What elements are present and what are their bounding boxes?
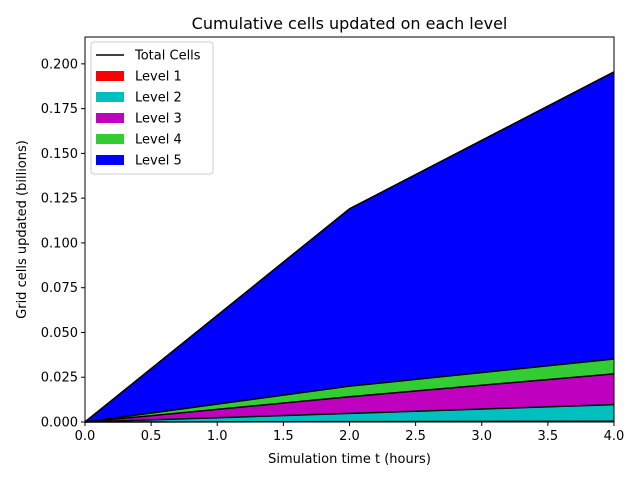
y-tick-label: 0.050 — [41, 326, 78, 341]
legend-entry: Level 3 — [96, 112, 182, 127]
legend-label: Total Cells — [134, 49, 201, 64]
x-tick-label: 1.0 — [207, 429, 228, 444]
y-tick-label: 0.150 — [41, 147, 78, 162]
legend-color-swatch — [96, 113, 124, 123]
x-tick-label: 1.5 — [273, 429, 294, 444]
legend-label: Level 4 — [135, 133, 182, 148]
legend-color-swatch — [96, 92, 124, 102]
y-tick-label: 0.100 — [41, 236, 78, 251]
y-tick-label: 0.075 — [41, 281, 78, 296]
legend-entry: Level 2 — [96, 91, 182, 106]
legend-color-swatch — [96, 71, 124, 81]
legend-color-swatch — [96, 155, 124, 165]
chart-title: Cumulative cells updated on each level — [192, 14, 508, 33]
y-ticks: 0.000 0.025 0.050 0.075 0.100 0.125 0.150 0.175… — [41, 57, 85, 431]
total-cells-line — [84, 71, 615, 423]
legend-entry: Total Cells — [96, 49, 201, 64]
x-tick-label: 4.0 — [604, 429, 625, 444]
y-axis-label: Grid cells updated (billions) — [15, 140, 30, 319]
boundary-line-level-3 — [84, 373, 615, 423]
legend-color-swatch — [96, 134, 124, 144]
legend-entry: Level 5 — [96, 154, 182, 169]
area-level-5 — [85, 71, 614, 422]
legend-label: Level 5 — [135, 154, 182, 169]
legend: Total Cells Level 1 Level 2 Level 3 Level 4 L… — [90, 41, 214, 175]
area-level-4 — [85, 358, 614, 422]
x-axis-label: Simulation time t (hours) — [268, 452, 431, 467]
x-tick-label: 0.5 — [141, 429, 162, 444]
legend-entry: Level 4 — [96, 133, 182, 148]
x-tick-label: 3.0 — [471, 429, 492, 444]
legend-label: Level 2 — [135, 91, 182, 106]
y-tick-label: 0.200 — [41, 57, 78, 72]
legend-label: Level 1 — [135, 70, 182, 85]
y-tick-label: 0.125 — [41, 192, 78, 207]
legend-label: Level 3 — [135, 112, 182, 127]
y-tick-label: 0.000 — [41, 416, 78, 431]
x-tick-label: 2.0 — [339, 429, 360, 444]
boundary-line-level-4 — [84, 358, 615, 423]
boundary-line-level-2 — [84, 403, 615, 423]
x-tick-label: 0.0 — [75, 429, 96, 444]
y-tick-label: 0.025 — [41, 371, 78, 386]
y-tick-label: 0.175 — [41, 102, 78, 117]
area-level-2 — [85, 404, 614, 422]
x-tick-label: 2.5 — [405, 429, 426, 444]
x-ticks: 0.0 0.5 1.0 1.5 2.0 2.5 3.0 3.5 4.0 — [75, 422, 625, 444]
legend-entry: Level 1 — [96, 70, 182, 85]
x-tick-label: 3.5 — [538, 429, 559, 444]
